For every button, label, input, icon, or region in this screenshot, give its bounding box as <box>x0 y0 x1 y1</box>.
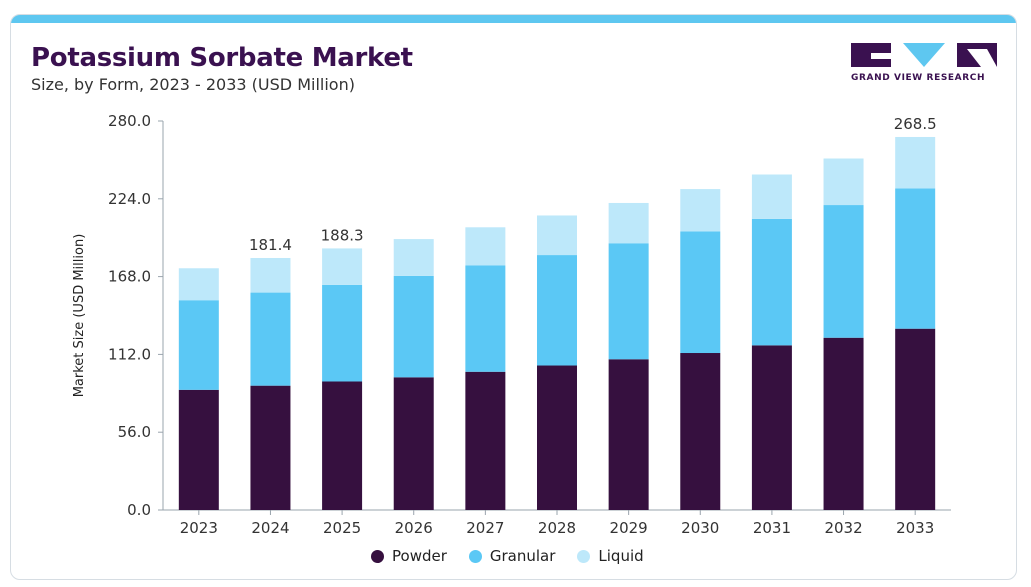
bar-liquid-2030 <box>680 189 721 232</box>
bar-granular-2027 <box>465 265 506 372</box>
legend-label-powder: Powder <box>392 547 447 565</box>
bar-liquid-2028 <box>537 215 577 256</box>
x-tick-label-2027: 2027 <box>466 519 504 537</box>
bar-granular-2031 <box>751 218 792 346</box>
bar-powder-2033 <box>895 328 936 510</box>
x-tick-label-2032: 2032 <box>824 519 862 537</box>
x-tick-label-2026: 2026 <box>395 519 433 537</box>
x-tick-label-2025: 2025 <box>323 519 361 537</box>
bar-powder-2025 <box>322 381 363 510</box>
chart-card: Potassium Sorbate Market Size, by Form, … <box>10 14 1017 580</box>
bar-granular-2033 <box>895 188 936 329</box>
bar-liquid-2023 <box>178 268 219 301</box>
bar-liquid-2031 <box>751 174 792 219</box>
x-tick-label-2024: 2024 <box>251 519 289 537</box>
legend-swatch-granular <box>468 549 482 563</box>
data-label-2024: 181.4 <box>249 236 292 254</box>
brand-name: GRAND VIEW RESEARCH <box>851 73 986 83</box>
legend-swatch-powder <box>371 549 384 563</box>
bar-powder-2030 <box>680 353 721 510</box>
y-tick-label: 280.0 <box>108 112 151 130</box>
x-tick-label-2031: 2031 <box>753 519 791 537</box>
chart-subtitle: Size, by Form, 2023 - 2033 (USD Million) <box>31 75 355 94</box>
bar-liquid-2032 <box>823 158 864 206</box>
bar-powder-2029 <box>608 359 649 510</box>
chart-legend: Powder Granular Liquid <box>371 545 644 567</box>
logo-block-v <box>903 43 945 67</box>
bar-powder-2024 <box>250 385 291 510</box>
bar-powder-2027 <box>465 371 506 510</box>
bar-powder-2028 <box>537 365 577 510</box>
bar-liquid-2029 <box>608 202 649 244</box>
data-label-2025: 188.3 <box>321 226 364 244</box>
x-tick-label-2028: 2028 <box>538 519 576 537</box>
legend-item-liquid: Liquid <box>577 547 644 565</box>
bar-powder-2023 <box>178 389 219 510</box>
bar-granular-2029 <box>608 243 649 360</box>
bar-granular-2025 <box>322 284 363 382</box>
data-label-2033: 268.5 <box>894 115 937 133</box>
bar-granular-2032 <box>823 205 864 338</box>
bar-granular-2030 <box>680 231 721 354</box>
bar-granular-2028 <box>537 255 577 366</box>
bar-powder-2032 <box>823 337 864 510</box>
y-tick-label: 0.0 <box>127 501 151 519</box>
legend-item-granular: Granular <box>468 547 556 565</box>
bar-liquid-2027 <box>465 227 506 266</box>
bar-granular-2024 <box>250 292 291 386</box>
x-tick-label-2033: 2033 <box>896 519 934 537</box>
stacked-bar-chart: 0.0 56.0 112.0 168.0 224.0 280.0 Market Size (… <box>72 112 951 537</box>
x-tick-label-2030: 2030 <box>681 519 719 537</box>
x-tick-label-2029: 2029 <box>610 519 648 537</box>
y-tick-label: 56.0 <box>118 423 151 441</box>
chart-title: Potassium Sorbate Market <box>31 43 413 73</box>
legend-item-powder: Powder <box>371 547 447 565</box>
legend-label-granular: Granular <box>489 547 556 565</box>
bar-powder-2031 <box>751 345 792 510</box>
accent-bar <box>11 15 1016 23</box>
legend-label-liquid: Liquid <box>598 547 644 565</box>
x-tick-label-2023: 2023 <box>180 519 218 537</box>
y-tick-label: 224.0 <box>108 190 151 208</box>
bar-granular-2023 <box>178 300 219 390</box>
bar-liquid-2024 <box>250 257 291 293</box>
grand-view-research-logo <box>851 43 997 67</box>
bar-liquid-2033 <box>895 136 936 189</box>
bar-liquid-2025 <box>322 248 363 285</box>
legend-swatch-liquid <box>577 549 591 563</box>
y-tick-label: 168.0 <box>108 268 151 286</box>
y-axis-label: Market Size (USD Million) <box>72 234 87 398</box>
bar-powder-2026 <box>393 377 434 510</box>
bar-liquid-2026 <box>393 239 434 276</box>
bar-granular-2026 <box>393 275 434 378</box>
y-tick-label: 112.0 <box>108 345 151 363</box>
